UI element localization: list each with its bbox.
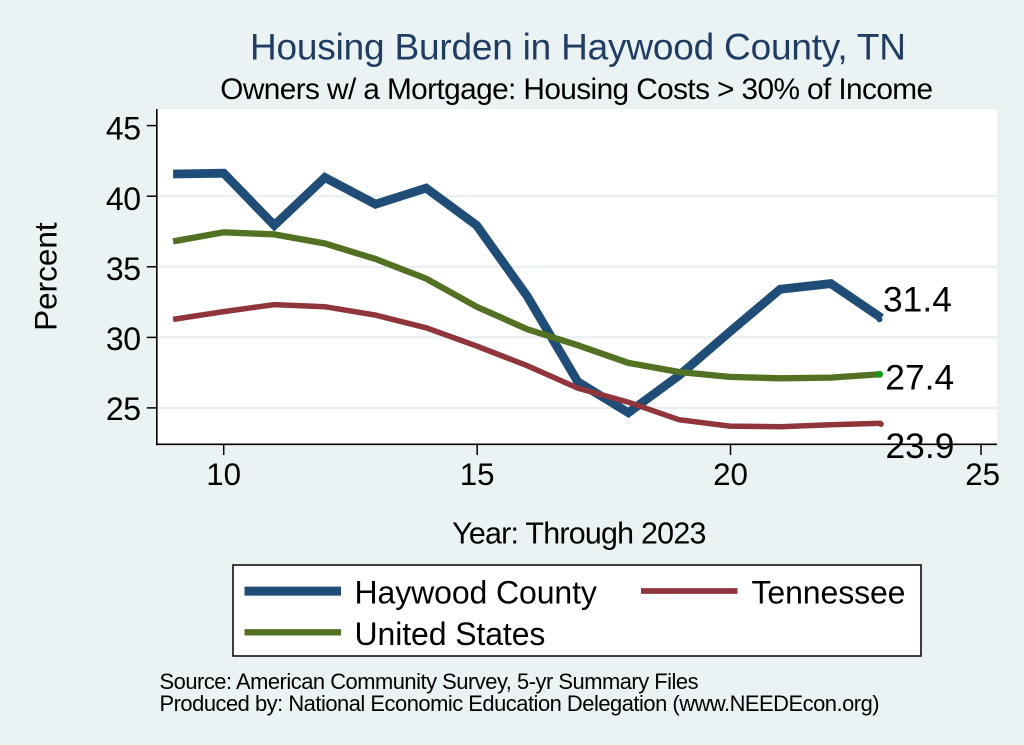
svg-text:35: 35	[106, 251, 141, 287]
svg-text:27.4: 27.4	[885, 358, 954, 398]
svg-text:Tennessee: Tennessee	[752, 575, 906, 611]
svg-text:25: 25	[965, 457, 1000, 492]
svg-text:Year: Through 2023: Year: Through 2023	[452, 517, 706, 551]
svg-text:Haywood County: Haywood County	[355, 575, 597, 611]
svg-text:Housing Burden in Haywood Coun: Housing Burden in Haywood County, TN	[250, 27, 906, 68]
svg-text:Owners w/ a Mortgage: Housing: Owners w/ a Mortgage: Housing Costs > 30…	[220, 73, 932, 106]
svg-text:23.9: 23.9	[886, 426, 955, 466]
svg-text:31.4: 31.4	[883, 280, 952, 320]
svg-text:30: 30	[106, 321, 141, 357]
svg-text:Source: American Community Sur: Source: American Community Survey, 5-yr …	[160, 669, 699, 694]
svg-text:Produced by: National Economic: Produced by: National Economic Education…	[160, 691, 880, 716]
svg-text:15: 15	[460, 457, 495, 492]
svg-text:40: 40	[106, 181, 141, 217]
svg-text:20: 20	[713, 457, 748, 492]
svg-text:United States: United States	[355, 616, 546, 652]
svg-text:45: 45	[106, 110, 141, 146]
svg-text:Percent: Percent	[28, 222, 64, 331]
svg-text:10: 10	[206, 457, 241, 492]
svg-text:25: 25	[106, 391, 141, 427]
